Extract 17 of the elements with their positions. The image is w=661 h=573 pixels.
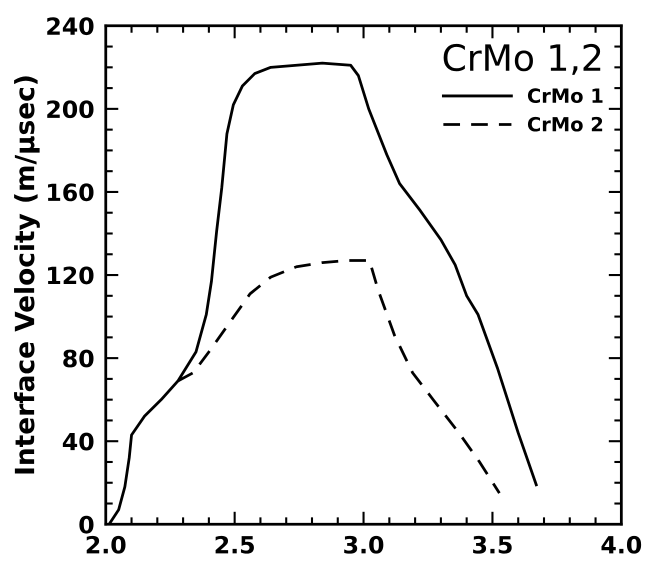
legend-title: CrMo 1,2 <box>444 44 600 75</box>
x-tick-label: 3.0 <box>344 536 384 554</box>
x-tick-label: 4.0 <box>601 536 642 554</box>
y-tick-label: 0 <box>79 516 94 534</box>
y-tick-label: 240 <box>47 17 94 36</box>
legend-label: CrMo 1 <box>528 88 603 104</box>
x-tick-label: 2.5 <box>216 536 254 554</box>
y-tick-label: 80 <box>63 350 94 368</box>
line-series <box>176 259 501 495</box>
legend-label: CrMo 2 <box>528 116 602 132</box>
y-tick-label: 160 <box>48 183 94 202</box>
x-tick-label: 2.0 <box>86 536 126 554</box>
y-tick-label: 40 <box>62 432 94 451</box>
y-axis-title: Interface Velocity (m/μsec) <box>14 76 40 474</box>
x-tick-label: 3.5 <box>473 536 512 554</box>
y-tick-label: 120 <box>48 266 94 284</box>
y-tick-label: 200 <box>47 100 94 118</box>
